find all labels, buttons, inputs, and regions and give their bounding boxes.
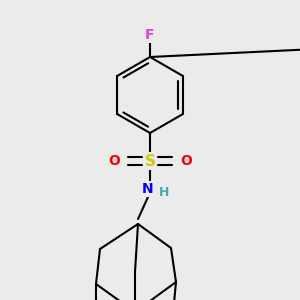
Text: N: N bbox=[142, 182, 154, 196]
Text: S: S bbox=[145, 154, 155, 169]
Text: O: O bbox=[180, 154, 192, 168]
Text: F: F bbox=[145, 28, 155, 42]
Text: O: O bbox=[108, 154, 120, 168]
Text: H: H bbox=[159, 185, 169, 199]
